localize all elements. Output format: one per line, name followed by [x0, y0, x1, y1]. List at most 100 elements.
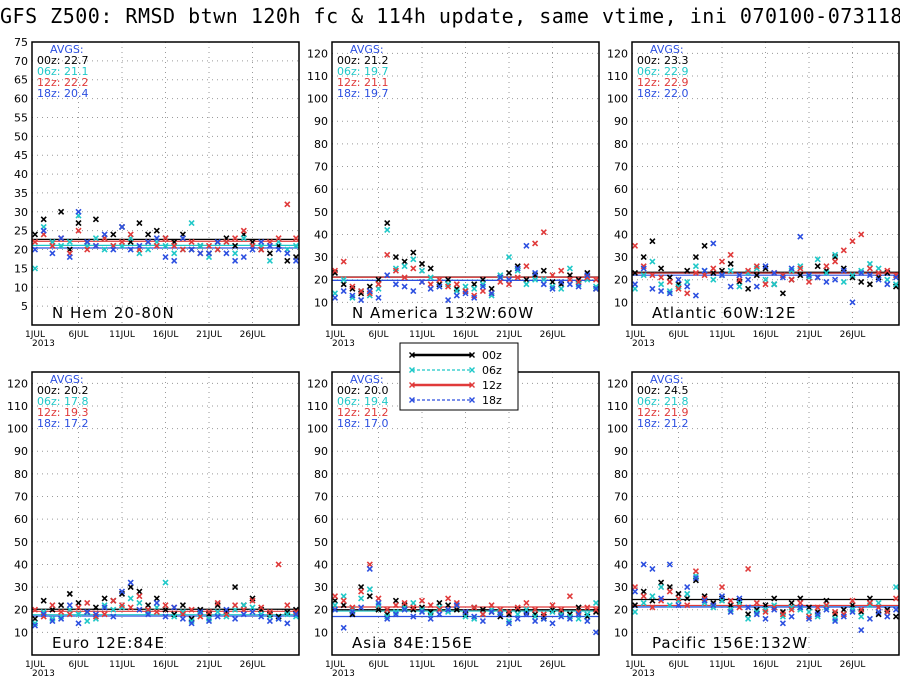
- data-point-06z: [232, 250, 239, 257]
- data-point-06z: [418, 267, 426, 274]
- x-tick-label: 21JUL: [196, 330, 222, 340]
- data-point-18z: [718, 593, 726, 600]
- y-tick-label: 60: [314, 183, 328, 196]
- data-point-18z: [592, 285, 600, 292]
- legend-label: 00z: [482, 349, 502, 362]
- data-point-18z: [692, 574, 699, 582]
- data-point-00z: [366, 283, 373, 290]
- data-point-12z: [710, 265, 717, 272]
- x-tick-label: 16JUL: [153, 660, 179, 670]
- data-point-00z: [523, 276, 530, 283]
- x-year-label: 2013: [332, 339, 355, 349]
- data-point-18z: [631, 588, 639, 595]
- data-point-00z: [453, 606, 460, 613]
- legend: 00z 06z 12z 18z: [399, 342, 519, 411]
- data-point-18z: [875, 276, 882, 283]
- data-point-18z: [136, 606, 143, 613]
- data-point-00z: [488, 285, 495, 292]
- data-point-12z: [832, 258, 839, 265]
- data-point-12z: [858, 231, 865, 238]
- y-tick-label: 60: [14, 513, 28, 526]
- data-point-18z: [445, 297, 452, 304]
- data-point-12z: [745, 565, 752, 573]
- data-point-18z: [584, 617, 591, 625]
- data-point-12z: [840, 247, 847, 254]
- average-value-06z: 06z: 22.9: [637, 65, 688, 78]
- data-point-18z: [549, 285, 556, 292]
- panel-frame: [631, 371, 900, 656]
- data-point-18z: [884, 281, 891, 288]
- y-tick-label: 20: [314, 274, 328, 287]
- x-tick-label: 21JUL: [796, 660, 822, 670]
- data-point-18z: [118, 223, 126, 230]
- data-point-12z: [49, 242, 56, 249]
- y-tick-label: 80: [314, 468, 328, 481]
- data-point-06z: [153, 604, 160, 611]
- data-point-18z: [471, 294, 478, 301]
- data-point-12z: [692, 568, 699, 575]
- legend-label: 06z: [482, 364, 502, 377]
- data-point-18z: [649, 285, 656, 292]
- data-point-18z: [153, 599, 160, 606]
- data-point-12z: [101, 611, 108, 618]
- data-point-18z: [823, 278, 830, 286]
- legend-marker: [409, 352, 415, 358]
- data-point-00z: [331, 597, 339, 604]
- data-point-12z: [84, 246, 91, 253]
- averages-heading: AVGS:: [50, 43, 84, 56]
- legend-entry-00z: 00z: [409, 349, 502, 362]
- y-tick-label: 110: [307, 400, 328, 413]
- data-point-00z: [779, 290, 786, 297]
- data-point-12z: [479, 611, 486, 618]
- data-point-18z: [49, 250, 56, 257]
- data-point-12z: [349, 604, 356, 611]
- averages-heading: AVGS:: [50, 373, 84, 386]
- data-point-12z: [136, 593, 143, 600]
- data-point-18z: [497, 274, 504, 281]
- data-point-18z: [418, 608, 426, 616]
- data-point-12z: [375, 281, 382, 288]
- data-point-18z: [575, 283, 582, 290]
- data-point-18z: [418, 278, 426, 286]
- data-point-18z: [701, 267, 708, 274]
- data-point-06z: [727, 267, 734, 274]
- data-point-12z: [366, 561, 373, 568]
- average-value-12z: 12z: 19.3: [37, 406, 88, 419]
- y-tick-label: 90: [614, 115, 628, 128]
- y-tick-label: 40: [14, 558, 28, 571]
- data-point-12z: [684, 602, 691, 609]
- data-point-18z: [658, 595, 665, 602]
- data-point-00z: [340, 602, 347, 609]
- data-point-18z: [249, 608, 256, 616]
- data-point-00z: [384, 220, 391, 227]
- data-point-06z: [471, 285, 478, 292]
- y-tick-label: 90: [614, 445, 628, 458]
- data-point-18z: [727, 608, 734, 616]
- data-point-12z: [675, 595, 682, 602]
- data-point-00z: [658, 265, 665, 272]
- y-tick-label: 40: [614, 228, 628, 241]
- x-tick-label: 21JUL: [496, 660, 522, 670]
- legend-label: 12z: [482, 379, 502, 392]
- y-tick-label: 30: [614, 581, 628, 594]
- y-tick-label: 60: [614, 183, 628, 196]
- data-point-06z: [736, 599, 743, 606]
- data-point-12z: [292, 235, 300, 242]
- y-tick-label: 110: [7, 400, 28, 413]
- data-point-18z: [832, 276, 839, 283]
- data-point-18z: [162, 254, 169, 261]
- data-point-06z: [162, 242, 169, 249]
- average-value-18z: 18z: 22.0: [637, 87, 688, 100]
- data-point-00z: [866, 281, 873, 288]
- average-value-00z: 00z: 20.2: [37, 384, 88, 397]
- panel-frame: [31, 41, 300, 326]
- legend-marker: [409, 382, 415, 388]
- y-tick-label: 30: [314, 251, 328, 264]
- data-point-00z: [31, 231, 39, 238]
- y-tick-label: 60: [314, 513, 328, 526]
- data-point-06z: [66, 606, 73, 613]
- data-point-06z: [523, 281, 530, 288]
- y-tick-label: 50: [14, 130, 28, 143]
- data-point-18z: [805, 615, 813, 622]
